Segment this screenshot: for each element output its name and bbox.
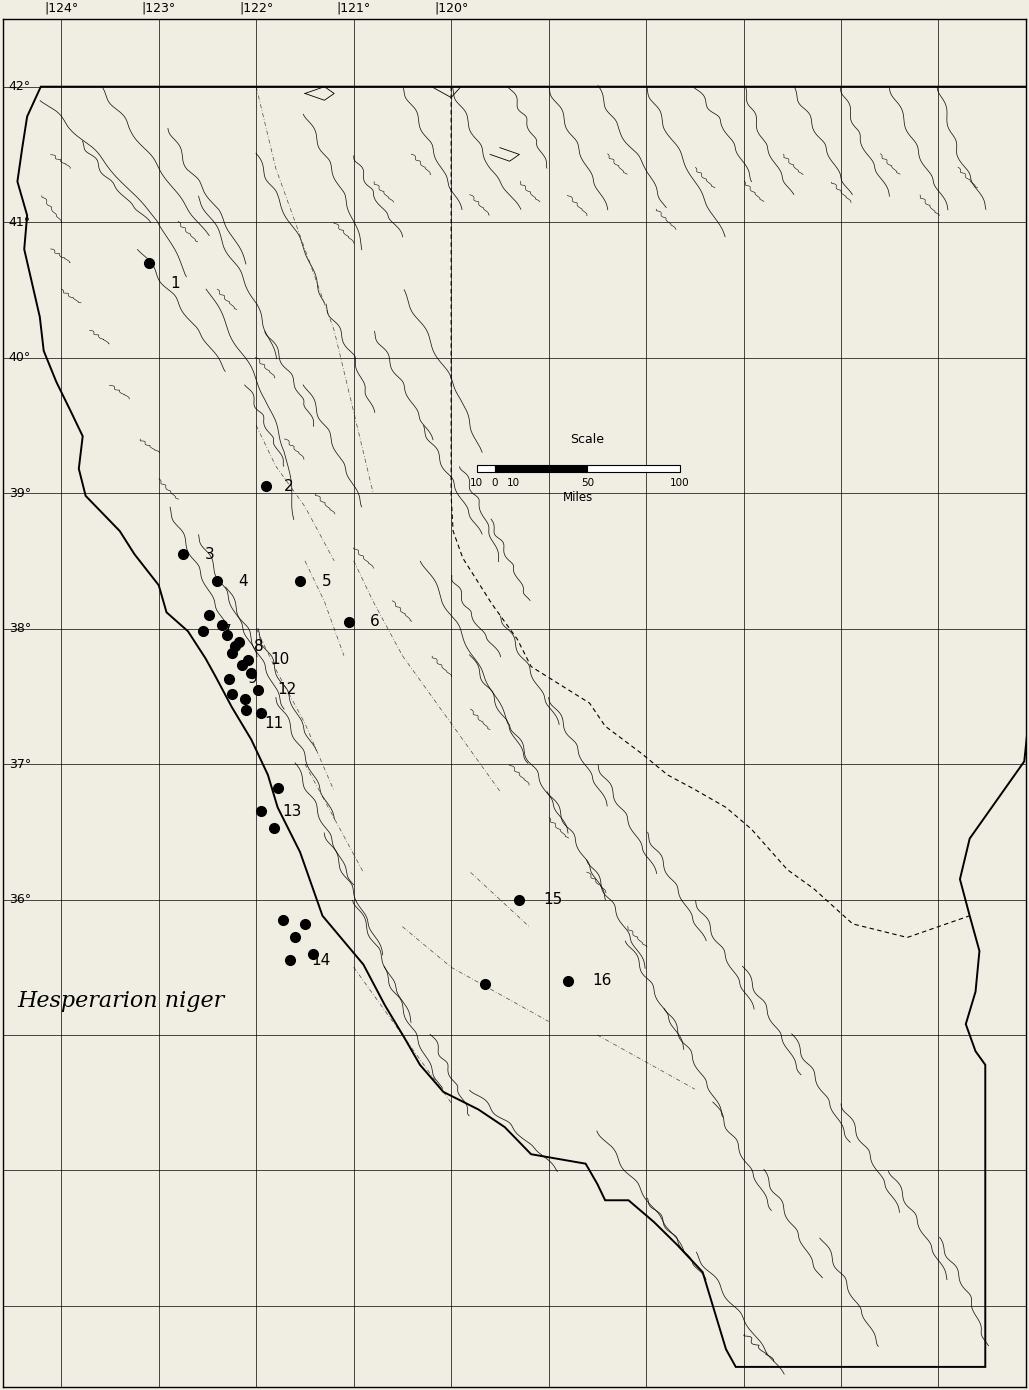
Text: |124°: |124°	[44, 1, 78, 15]
Text: 13: 13	[283, 803, 301, 819]
Text: 15: 15	[543, 892, 563, 908]
Text: 38°: 38°	[8, 623, 31, 635]
Bar	[588, 466, 679, 473]
Text: 39°: 39°	[8, 486, 31, 499]
Text: 4: 4	[239, 574, 248, 588]
Polygon shape	[17, 86, 1029, 1366]
Text: 10: 10	[270, 652, 289, 667]
Text: 9: 9	[248, 671, 258, 687]
Text: |120°: |120°	[434, 1, 468, 15]
Text: |121°: |121°	[336, 1, 370, 15]
Text: 7: 7	[222, 624, 232, 639]
Text: Hesperarion niger: Hesperarion niger	[17, 990, 224, 1012]
Text: 100: 100	[670, 478, 689, 488]
Text: 12: 12	[278, 682, 297, 696]
Text: 37°: 37°	[8, 758, 31, 770]
Text: 36°: 36°	[8, 892, 31, 906]
Text: |122°: |122°	[239, 1, 274, 15]
Text: Scale: Scale	[570, 432, 604, 446]
Text: 16: 16	[593, 973, 612, 988]
Text: 50: 50	[580, 478, 594, 488]
Text: 10: 10	[507, 478, 520, 488]
Text: 14: 14	[312, 954, 331, 967]
Text: 40°: 40°	[8, 352, 31, 364]
Text: 5: 5	[321, 574, 331, 588]
Text: 2: 2	[284, 478, 293, 493]
Text: 11: 11	[264, 716, 283, 731]
Bar	[495, 466, 588, 473]
Bar	[476, 466, 495, 473]
Text: 3: 3	[205, 546, 214, 562]
Text: 1: 1	[171, 275, 180, 291]
Text: 0: 0	[492, 478, 498, 488]
Text: 6: 6	[370, 614, 380, 630]
Text: 10: 10	[470, 478, 483, 488]
Text: |123°: |123°	[142, 1, 176, 15]
Text: 8: 8	[254, 638, 263, 653]
Text: 41°: 41°	[8, 215, 31, 229]
Text: Miles: Miles	[563, 492, 593, 505]
Text: 42°: 42°	[8, 81, 31, 93]
